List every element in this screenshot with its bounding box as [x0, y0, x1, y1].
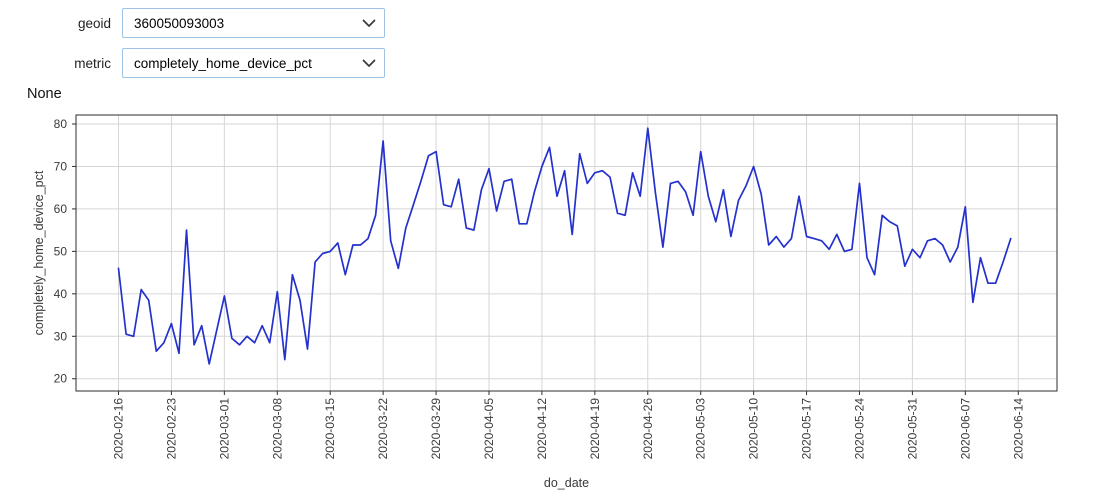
metric-widget-row: metric completely_home_device_pct: [0, 48, 385, 78]
x-tick-label: 2020-05-17: [800, 398, 814, 460]
y-tick-label: 40: [54, 287, 68, 301]
x-tick-label: 2020-04-05: [482, 398, 496, 460]
x-tick-label: 2020-04-12: [535, 398, 549, 460]
geoid-select-wrap: 360050093003: [122, 8, 385, 38]
x-tick-label: 2020-03-08: [270, 398, 284, 460]
y-tick-label: 80: [54, 117, 68, 131]
x-tick-label: 2020-06-14: [1011, 398, 1025, 460]
y-tick-label: 60: [54, 202, 68, 216]
x-tick-label: 2020-03-29: [429, 398, 443, 460]
x-tick-label: 2020-04-26: [641, 398, 655, 460]
x-axis-label: do_date: [544, 476, 589, 490]
y-tick-label: 30: [54, 329, 68, 343]
geoid-select[interactable]: 360050093003: [122, 8, 385, 38]
x-tick-label: 2020-02-16: [112, 398, 126, 460]
tick-marks: [72, 123, 1019, 395]
x-tick-label: 2020-05-31: [905, 398, 919, 460]
output-none-text: None: [27, 86, 62, 102]
x-tick-label: 2020-06-07: [958, 398, 972, 460]
x-tick-label: 2020-05-24: [852, 398, 866, 460]
metric-select[interactable]: completely_home_device_pct: [122, 48, 385, 78]
y-axis-label: completely_home_device_pct: [32, 170, 46, 335]
geoid-widget-row: geoid 360050093003: [0, 8, 385, 38]
x-tick-label: 2020-03-01: [217, 398, 231, 460]
x-tick-label: 2020-05-03: [694, 398, 708, 460]
y-tick-label: 70: [54, 159, 68, 173]
x-tick-label: 2020-02-23: [164, 398, 178, 460]
x-tick-label: 2020-04-19: [588, 398, 602, 460]
x-tick-label: 2020-03-15: [323, 398, 337, 460]
geoid-label: geoid: [77, 15, 111, 31]
metric-label: metric: [74, 55, 111, 71]
metric-select-wrap: completely_home_device_pct: [122, 48, 385, 78]
plot-border: [75, 114, 1058, 392]
x-tick-label: 2020-05-10: [747, 398, 761, 460]
y-tick-label: 20: [54, 372, 68, 386]
grid-lines: [76, 115, 1057, 391]
tick-labels: 20 30 40 50 60 70 80 2020-02-16 2020-02-23 2020-0…: [54, 117, 1026, 459]
data-series-line: [117, 127, 1012, 365]
y-tick-label: 50: [54, 244, 68, 258]
x-tick-label: 2020-03-22: [376, 398, 390, 460]
